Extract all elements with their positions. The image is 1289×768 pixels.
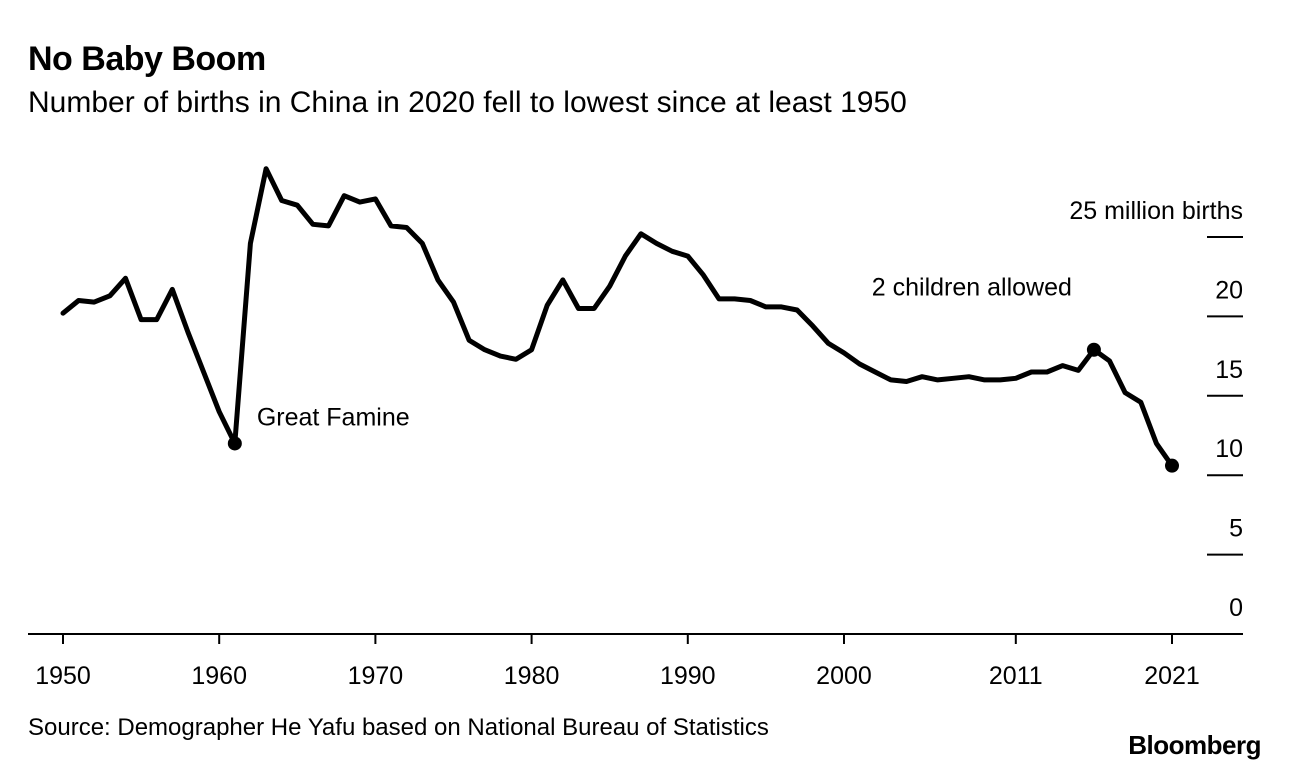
chart-title: No Baby Boom — [28, 40, 266, 78]
source-note: Source: Demographer He Yafu based on Nat… — [28, 714, 769, 741]
annotation-great-famine: Great Famine — [257, 403, 410, 431]
y-tick-label: 25 million births — [1069, 197, 1243, 225]
y-tick-label: 20 — [1215, 276, 1243, 304]
data-point-marker — [1086, 342, 1101, 357]
chart-subtitle: Number of births in China in 2020 fell t… — [28, 86, 907, 119]
y-tick-label: 0 — [1229, 594, 1243, 622]
x-tick-label: 1980 — [504, 662, 560, 690]
data-point-marker — [227, 436, 242, 451]
y-tick-label: 10 — [1215, 435, 1243, 463]
data-point-marker — [1165, 458, 1179, 473]
x-tick-label: 2011 — [989, 662, 1043, 690]
births-series-line — [60, 166, 1175, 469]
x-tick-label: 1990 — [660, 662, 716, 690]
x-tick-label: 1950 — [35, 662, 91, 690]
y-tick-label: 5 — [1229, 515, 1243, 543]
y-tick-label: 15 — [1215, 356, 1243, 384]
x-tick-label: 1970 — [348, 662, 404, 690]
bloomberg-logo: Bloomberg — [1128, 730, 1261, 760]
x-tick-label: 2021 — [1144, 662, 1200, 690]
x-tick-label: 2000 — [816, 662, 872, 690]
x-tick-label: 1960 — [191, 662, 247, 690]
annotation-two-children: 2 children allowed — [872, 274, 1072, 302]
